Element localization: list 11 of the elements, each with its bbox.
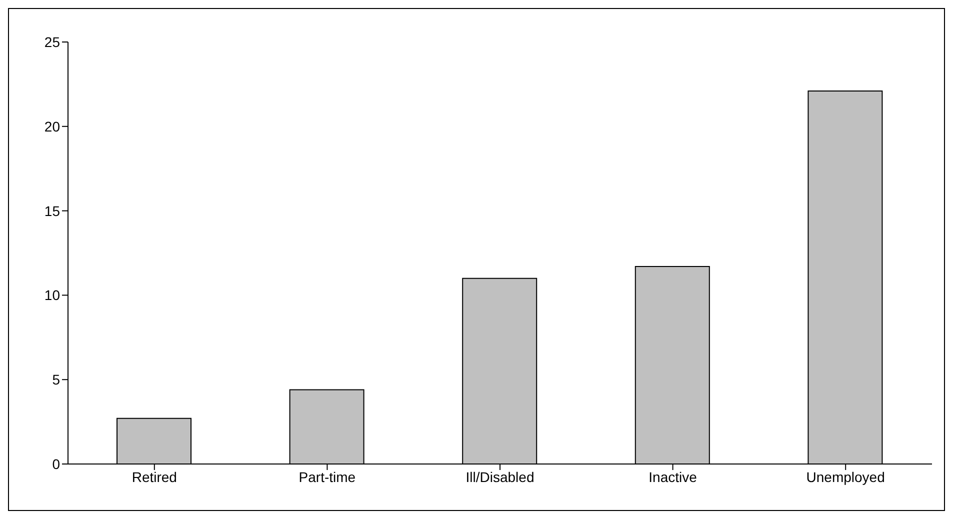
x-tick-label: Part-time [298,468,356,485]
y-tick-label: 5 [52,372,60,388]
y-tick-label: 0 [52,456,60,472]
y-tick-label: 10 [44,287,60,304]
y-tick-label: 20 [44,118,60,134]
x-tick-label: Inactive [648,468,698,485]
y-tick-label: 15 [44,202,60,219]
x-tick-label: Retired [132,468,177,485]
x-tick-label: Ill/Disabled [466,468,534,485]
x-tick-label: Unemployed [806,468,885,485]
y-tick-label: 25 [44,34,60,50]
